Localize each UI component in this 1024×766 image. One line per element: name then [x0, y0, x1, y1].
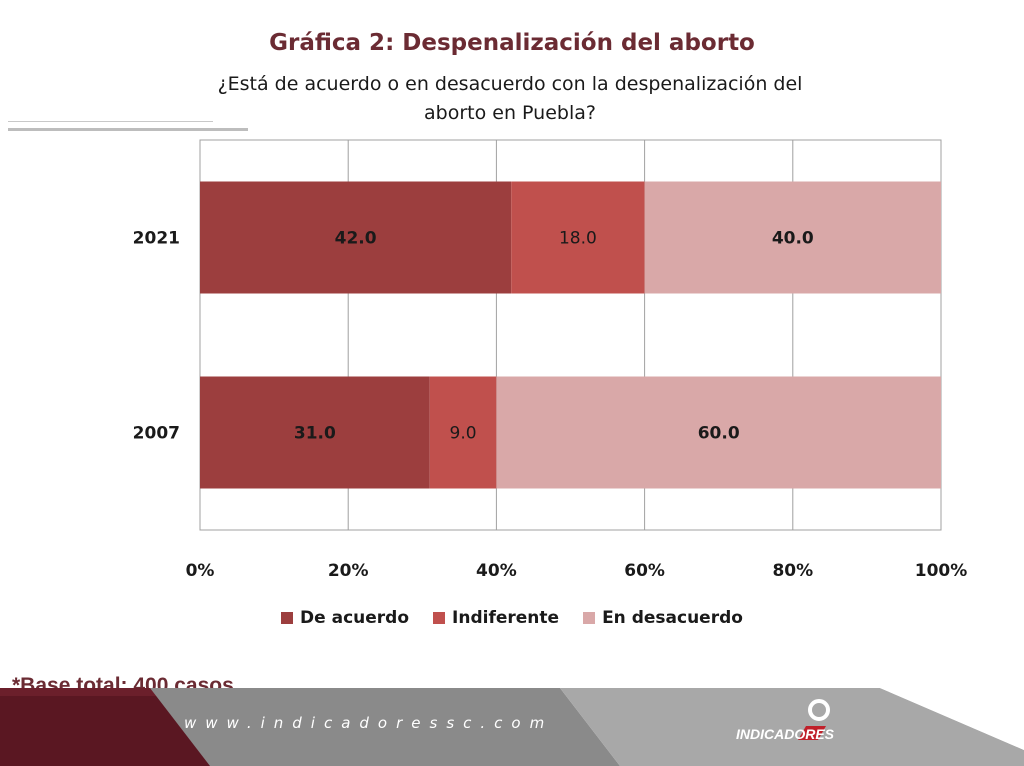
footer-white-wedge [880, 688, 1024, 750]
bar-segment [644, 181, 941, 294]
y-category-label: 2007 [133, 424, 180, 444]
y-category-label: 2021 [133, 229, 180, 249]
footer-gray-band [150, 688, 620, 766]
x-tick-label: 20% [328, 561, 369, 581]
legend-swatch-en-desacuerdo [583, 612, 596, 624]
legend-swatch-indiferente [433, 612, 446, 624]
data-label: 31.0 [294, 424, 336, 444]
data-label: 60.0 [698, 424, 740, 444]
stacked-bar-chart: 0% 20% 40% 60% 80% 100% 42.0 18.0 40.0 2021 31.0 9.… [133, 139, 968, 581]
footer-banner: www.indicadoressc.com INDICADORES [0, 688, 1024, 766]
data-label: 9.0 [450, 424, 477, 444]
logo-mark-icon [798, 726, 826, 740]
legend-label-en-desacuerdo: En desacuerdo [602, 608, 743, 628]
bar-segment [496, 376, 941, 489]
x-tick-label: 60% [624, 561, 665, 581]
x-tick-label: 100% [915, 561, 968, 581]
bar-segment [200, 181, 512, 294]
chart-legend: De acuerdo Indiferente En desacuerdo [0, 608, 1024, 628]
data-label: 42.0 [335, 229, 377, 249]
x-tick-label: 40% [476, 561, 517, 581]
chart-title: Gráfica 2: Despenalización del aborto [269, 30, 755, 56]
data-label: 18.0 [559, 229, 597, 249]
bar-segment [429, 376, 497, 489]
data-label: 40.0 [772, 229, 814, 249]
bar-segment [511, 181, 645, 294]
x-tick-label: 80% [772, 561, 813, 581]
logo-ring-icon [808, 699, 830, 721]
footer-url: www.indicadoressc.com [184, 714, 554, 732]
bar-segment [200, 376, 430, 489]
footer-brand-logo: INDICADORES [736, 726, 835, 742]
decorative-rule-thick [8, 128, 248, 131]
legend-item-indiferente: Indiferente [433, 608, 559, 628]
legend-item-en-desacuerdo: En desacuerdo [583, 608, 743, 628]
subtitle-line-1: ¿Está de acuerdo o en desacuerdo con la … [217, 73, 803, 95]
subtitle-line-2: aborto en Puebla? [424, 102, 596, 124]
legend-item-de-acuerdo: De acuerdo [281, 608, 409, 628]
decorative-rule [8, 121, 213, 122]
footer-graphic [0, 688, 1024, 766]
legend-swatch-de-acuerdo [281, 612, 294, 624]
x-tick-label: 0% [186, 561, 215, 581]
chart-subtitle: ¿Está de acuerdo o en desacuerdo con la … [160, 70, 860, 128]
legend-label-de-acuerdo: De acuerdo [300, 608, 410, 628]
footer-light-gray-band [560, 688, 1024, 766]
legend-label-indiferente: Indiferente [452, 608, 560, 628]
